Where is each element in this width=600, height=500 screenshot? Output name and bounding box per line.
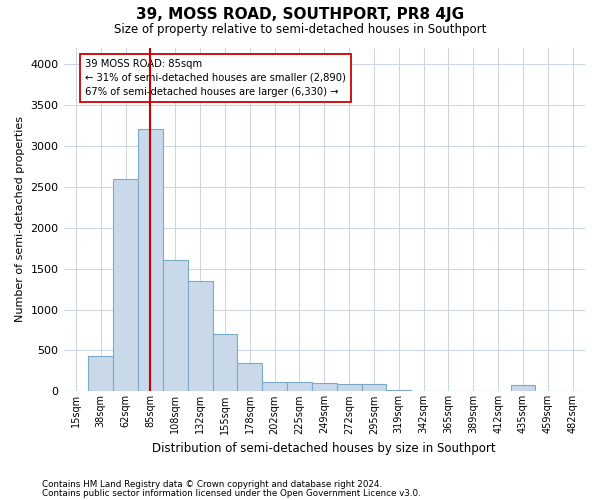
Bar	[362, 384, 386, 392]
Bar	[560, 390, 585, 392]
Bar	[337, 384, 362, 392]
Bar	[163, 260, 188, 392]
Text: Contains public sector information licensed under the Open Government Licence v3: Contains public sector information licen…	[42, 489, 421, 498]
Text: 39 MOSS ROAD: 85sqm
← 31% of semi-detached houses are smaller (2,890)
67% of sem: 39 MOSS ROAD: 85sqm ← 31% of semi-detach…	[85, 58, 346, 96]
Bar	[461, 390, 485, 392]
Text: 39, MOSS ROAD, SOUTHPORT, PR8 4JG: 39, MOSS ROAD, SOUTHPORT, PR8 4JG	[136, 8, 464, 22]
Bar	[188, 281, 212, 392]
Y-axis label: Number of semi-detached properties: Number of semi-detached properties	[15, 116, 25, 322]
Bar	[386, 390, 411, 392]
Bar	[138, 130, 163, 392]
Bar	[436, 390, 461, 392]
Bar	[262, 382, 287, 392]
Bar	[485, 390, 511, 392]
Text: Contains HM Land Registry data © Crown copyright and database right 2024.: Contains HM Land Registry data © Crown c…	[42, 480, 382, 489]
Bar	[511, 385, 535, 392]
Text: Size of property relative to semi-detached houses in Southport: Size of property relative to semi-detach…	[114, 22, 486, 36]
Bar	[64, 390, 88, 392]
Bar	[212, 334, 238, 392]
Bar	[88, 356, 113, 392]
Bar	[113, 178, 138, 392]
Bar	[287, 382, 312, 392]
Bar	[535, 390, 560, 392]
X-axis label: Distribution of semi-detached houses by size in Southport: Distribution of semi-detached houses by …	[152, 442, 496, 455]
Bar	[312, 383, 337, 392]
Bar	[238, 362, 262, 392]
Bar	[411, 390, 436, 392]
